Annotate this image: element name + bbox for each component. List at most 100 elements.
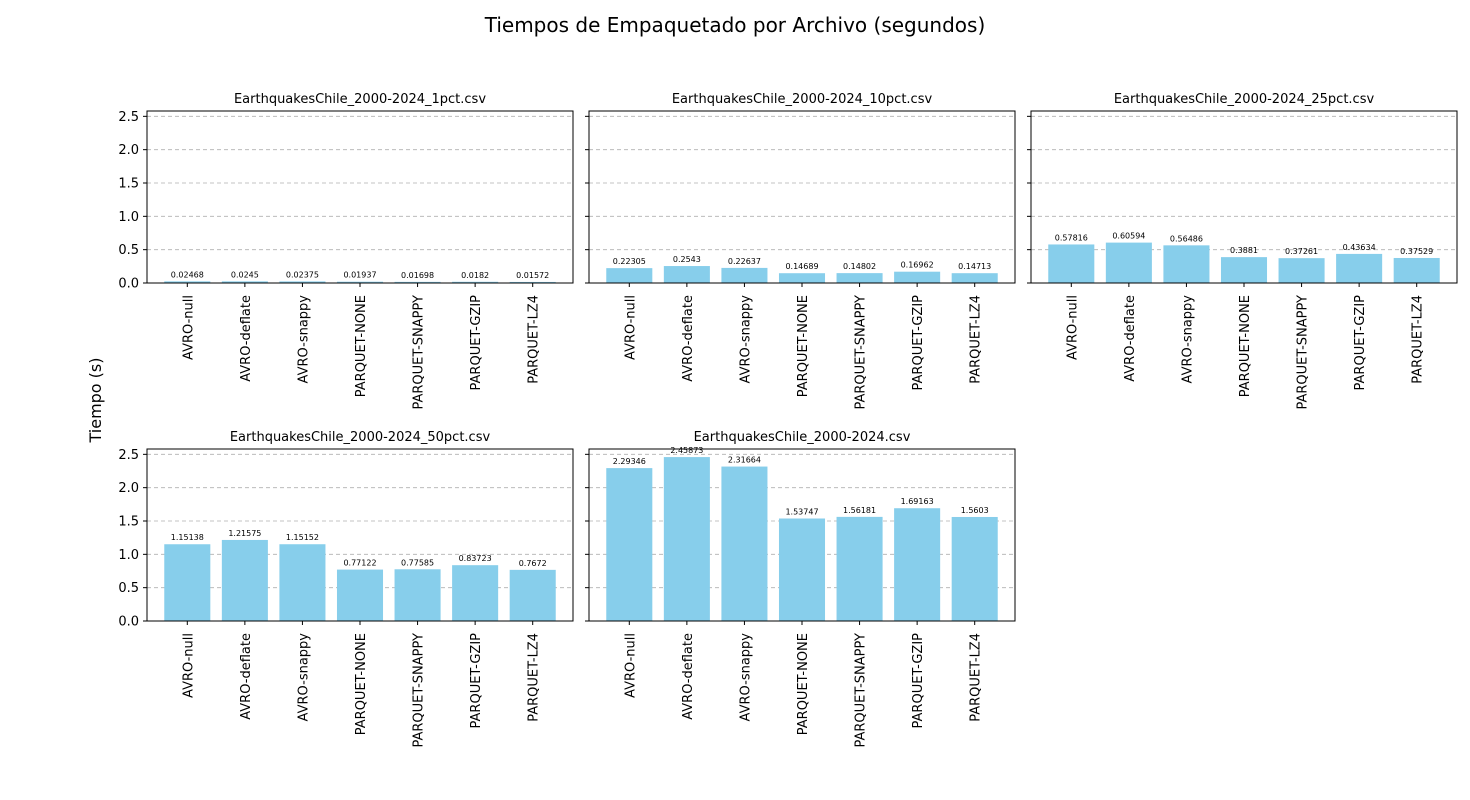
axes-frame [588,110,1016,284]
axes-frame [146,448,574,622]
bar-value-label: 0.83723 [459,554,492,563]
x-tick-label: PARQUET-SNAPPY [854,295,869,410]
bar [394,569,441,621]
bar [836,273,883,283]
y-tick-label: 1.0 [118,210,139,225]
x-tick-label: AVRO-deflate [1123,295,1138,382]
bar-value-label: 1.21575 [228,529,261,538]
bar-value-label: 1.15152 [286,533,319,542]
bar [894,508,941,621]
bar [836,516,883,621]
bar-value-label: 0.2543 [673,255,701,264]
bar-value-label: 1.15138 [171,533,204,542]
bar-value-label: 0.37261 [1285,247,1318,256]
bar [951,516,998,621]
subplot-title-10pct: EarthquakesChile_2000-2024_10pct.csv [672,92,933,107]
bar-value-label: 0.0182 [461,271,489,280]
bar-value-label: 1.53747 [785,508,818,517]
bar [1336,253,1383,283]
x-tick-label: AVRO-snappy [738,633,753,722]
x-tick-label: PARQUET-SNAPPY [412,295,427,410]
x-tick-label: AVRO-snappy [296,633,311,722]
x-tick-label: PARQUET-LZ4 [527,295,542,384]
x-tick-label: PARQUET-GZIP [911,633,926,729]
x-tick-label: PARQUET-NONE [796,295,811,397]
bar [1278,258,1325,283]
bar [1393,257,1440,283]
axes-frame [146,110,574,284]
x-tick-label: PARQUET-SNAPPY [1296,295,1311,410]
bar-value-label: 0.02468 [171,270,204,279]
bar [221,281,268,283]
bar [721,466,768,621]
y-tick-label: 1.0 [118,548,139,563]
bar [279,281,326,283]
plot-area-25pct: 0.57816 AVRO-null 0.60594 AVRO-deflate 0.564… [1027,110,1458,410]
y-tick-label: 0.5 [118,243,139,258]
bar-value-label: 0.01937 [343,271,376,280]
bar-value-label: 2.31664 [728,456,761,465]
bar-value-label: 0.56486 [1170,234,1203,243]
x-tick-label: PARQUET-GZIP [469,295,484,391]
bar [164,281,211,283]
bar-value-label: 0.57816 [1055,233,1088,242]
bar [606,468,653,621]
x-tick-label: PARQUET-NONE [1238,295,1253,397]
y-tick-label: 2.0 [118,143,139,158]
plot-area-1pct: 0.0 0.5 1.0 1.5 2.0 2.5 0.02468 AVRO-null 0.0245… [118,110,574,410]
x-tick-label: AVRO-deflate [239,633,254,720]
bar [509,281,556,283]
bar [951,273,998,283]
bar-value-label: 2.29346 [613,457,646,466]
bar [336,569,384,621]
x-tick-label: PARQUET-LZ4 [969,295,984,384]
subplot-title-full: EarthquakesChile_2000-2024.csv [694,430,911,445]
bar-value-label: 0.7672 [519,559,547,568]
x-tick-label: PARQUET-GZIP [911,295,926,391]
x-tick-label: PARQUET-SNAPPY [412,633,427,748]
x-tick-label: AVRO-snappy [738,295,753,384]
x-tick-label: PARQUET-LZ4 [969,633,984,722]
x-tick-label: PARQUET-NONE [354,295,369,397]
bar [606,268,653,283]
x-tick-label: AVRO-null [181,295,196,360]
bar-value-label: 0.43634 [1343,243,1376,252]
axes-frame [588,448,1016,622]
y-tick-label: 0.5 [118,581,139,596]
axes-frame [1030,110,1458,284]
x-tick-label: PARQUET-GZIP [1353,295,1368,391]
y-tick-label: 1.5 [118,177,139,192]
x-tick-label: PARQUET-GZIP [469,633,484,729]
bar [1105,242,1152,283]
bar [394,281,441,283]
bar-value-label: 0.77122 [343,559,376,568]
bar [221,539,268,621]
x-tick-label: AVRO-snappy [296,295,311,384]
bar [663,266,710,283]
subplot-50pct: EarthquakesChile_2000-2024_50pct.csv 0.0… [118,430,574,748]
bar [1220,257,1268,283]
x-tick-label: PARQUET-SNAPPY [854,633,869,748]
x-tick-label: AVRO-null [1065,295,1080,360]
bar [452,281,499,283]
subplot-title-25pct: EarthquakesChile_2000-2024_25pct.csv [1114,92,1375,107]
bar [336,281,384,283]
plot-area-full: 2.29346 AVRO-null 2.45873 AVRO-deflate 2.316… [585,446,1016,748]
bar-value-label: 0.01698 [401,271,434,280]
x-tick-label: AVRO-deflate [681,295,696,382]
bar-value-label: 1.5603 [961,506,989,515]
bar-value-label: 1.56181 [843,506,876,515]
y-tick-label: 1.5 [118,515,139,530]
bar [894,271,941,283]
bar [1048,244,1095,283]
x-tick-label: PARQUET-NONE [796,633,811,735]
bar-value-label: 0.77585 [401,558,434,567]
bar [164,544,211,621]
bar [1163,245,1210,283]
bar-value-label: 0.0245 [231,270,259,279]
plot-area-50pct: 0.0 0.5 1.0 1.5 2.0 2.5 1.15138 AVRO-null 1.2157… [118,448,574,748]
bar-value-label: 0.3881 [1230,246,1258,255]
x-tick-label: PARQUET-NONE [354,633,369,735]
bar [721,267,768,283]
